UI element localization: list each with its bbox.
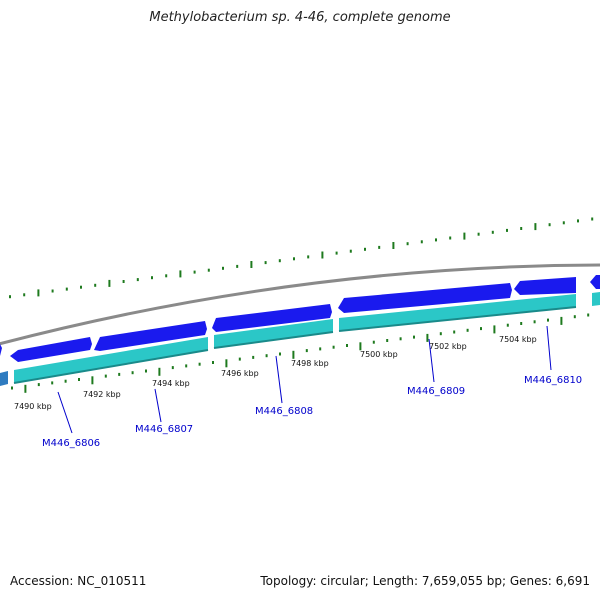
scale-labels: 7490 kbp 7492 kbp 7494 kbp 7496 kbp 7498… [14,335,537,411]
gene-reverse-2[interactable] [14,337,208,383]
gene-forward-7[interactable] [590,275,600,289]
gene-labels: M446_6806 M446_6807 M446_6808 M446_6809 … [42,375,582,449]
reverse-strand-shadow [13,306,577,384]
gene-leader-line [57,391,73,434]
scale-label: 7500 kbp [360,350,398,359]
gene-forward-1[interactable] [0,344,2,356]
gene-label[interactable]: M446_6806 [42,438,100,449]
gene-forward-3[interactable] [94,321,207,351]
gene-reverse-1[interactable] [0,371,8,386]
scale-label: 7492 kbp [83,390,121,399]
gene-reverse-3[interactable] [214,319,333,348]
gc-content-ticks [9,217,594,299]
genome-summary: Topology: circular; Length: 7,659,055 bp… [260,574,590,588]
scale-label: 7504 kbp [499,335,537,344]
gene-leader-line [154,388,162,423]
gene-label[interactable]: M446_6807 [135,424,193,435]
gene-label[interactable]: M446_6809 [407,386,465,397]
gene-leader-line [275,355,283,404]
forward-strand-genes [0,275,600,362]
gene-forward-2[interactable] [10,337,92,362]
scale-label: 7502 kbp [429,342,467,351]
map-title: Methylobacterium sp. 4-46, complete geno… [149,10,451,25]
gene-label[interactable]: M446_6808 [255,406,313,417]
gene-forward-6[interactable] [514,277,576,295]
scale-label: 7494 kbp [152,379,190,388]
scale-label: 7498 kbp [291,359,329,368]
genome-backbone [0,263,600,346]
gene-label-leaders [57,325,552,434]
accession-text: Accession: NC_010511 [10,574,147,588]
gene-leader-line [428,338,435,383]
gene-forward-5[interactable] [338,283,512,313]
gene-leader-line [546,325,552,371]
reverse-strand-genes [0,292,600,386]
gene-label[interactable]: M446_6810 [524,375,582,386]
scale-label: 7490 kbp [14,402,52,411]
gene-forward-4[interactable] [212,304,332,332]
scale-ticks [11,313,590,393]
gene-reverse-4[interactable] [339,294,576,331]
gene-reverse-5[interactable] [592,292,600,306]
scale-label: 7496 kbp [221,369,259,378]
